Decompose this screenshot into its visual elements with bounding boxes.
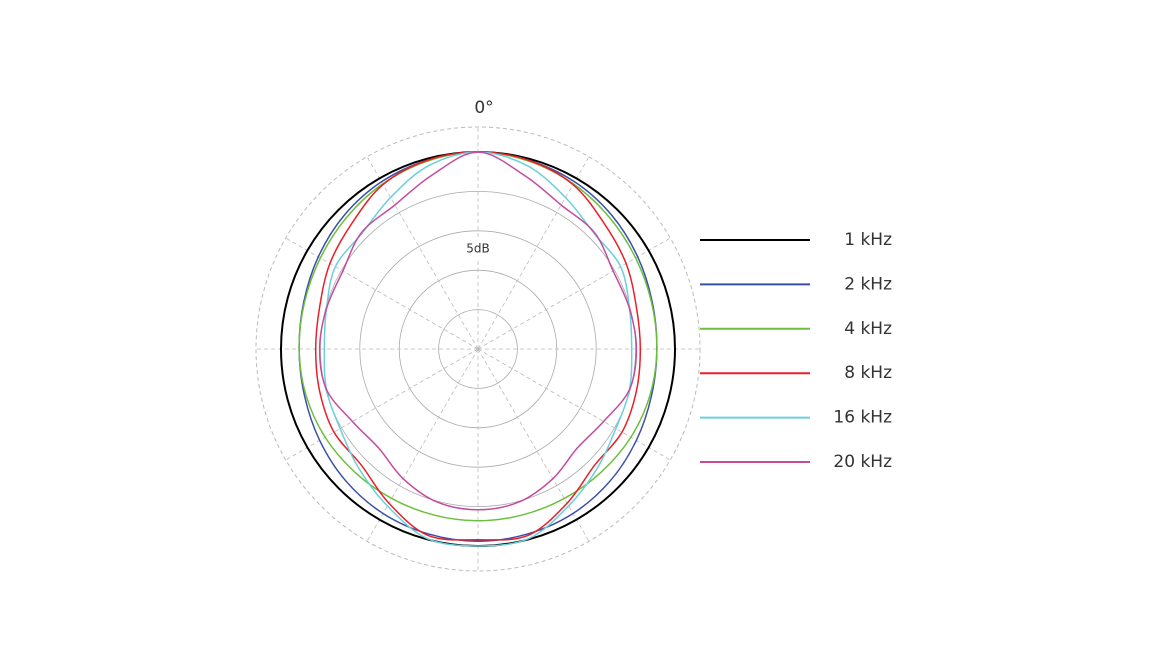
legend-label: 16 kHz — [833, 408, 892, 428]
grid-ring — [438, 309, 518, 389]
series-curve — [323, 151, 633, 547]
grid-ring — [359, 230, 597, 468]
outer-ring — [255, 126, 701, 572]
grid-spoke — [285, 348, 479, 461]
series-curve — [314, 151, 642, 541]
series-curve — [318, 151, 638, 511]
legend-label: 20 kHz — [833, 452, 892, 472]
grid-spoke — [477, 348, 671, 461]
legend-label: 2 kHz — [844, 274, 892, 294]
grid — [256, 127, 700, 571]
grid-spoke — [477, 237, 671, 350]
grid-spoke — [477, 348, 590, 542]
grid-spoke — [366, 348, 479, 542]
curves — [279, 150, 677, 548]
series-curve — [298, 151, 658, 543]
legend-label: 8 kHz — [844, 363, 892, 383]
legend-label: 4 kHz — [844, 319, 892, 339]
scale-label: 5dB — [466, 242, 489, 256]
grid-spoke — [477, 156, 590, 350]
grid-spoke — [366, 156, 479, 350]
grid-spoke — [285, 237, 479, 350]
label-bg — [460, 240, 496, 258]
legend-label: 1 kHz — [844, 230, 892, 250]
legend: 1 kHz 2 kHz 4 kHz 8 kHz 16 kHz 20 kHz — [700, 230, 892, 472]
series-curve — [298, 151, 658, 522]
angle-label: 0° — [474, 98, 493, 118]
